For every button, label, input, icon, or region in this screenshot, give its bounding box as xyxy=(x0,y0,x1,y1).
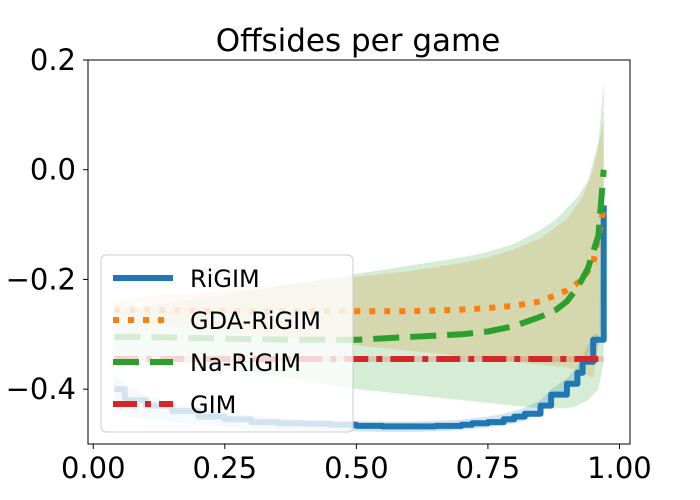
x-tick-label: 1.00 xyxy=(587,451,652,485)
y-tick-label: 0.0 xyxy=(30,153,76,187)
x-tick-label: 0.75 xyxy=(456,451,521,485)
legend-label-gda-rigim: GDA-RiGIM xyxy=(190,307,321,335)
legend-label-gim: GIM xyxy=(190,391,236,419)
legend-label-na-rigim: Na-RiGIM xyxy=(190,349,301,377)
y-tick-label: −0.4 xyxy=(6,372,76,406)
x-tick-label: 0.50 xyxy=(324,451,389,485)
chart-title: Offsides per game xyxy=(216,23,501,59)
x-axis-ticks: 0.00 0.25 0.50 0.75 1.00 xyxy=(61,444,652,485)
y-tick-label: 0.2 xyxy=(30,43,76,77)
y-axis-ticks: −0.4 −0.2 0.0 0.2 xyxy=(6,43,88,406)
x-tick-label: 0.25 xyxy=(193,451,258,485)
legend-label-rigim: RiGIM xyxy=(190,265,260,293)
y-tick-label: −0.2 xyxy=(6,262,76,296)
x-tick-label: 0.00 xyxy=(61,451,126,485)
legend: RiGIM GDA-RiGIM Na-RiGIM GIM xyxy=(101,255,353,432)
